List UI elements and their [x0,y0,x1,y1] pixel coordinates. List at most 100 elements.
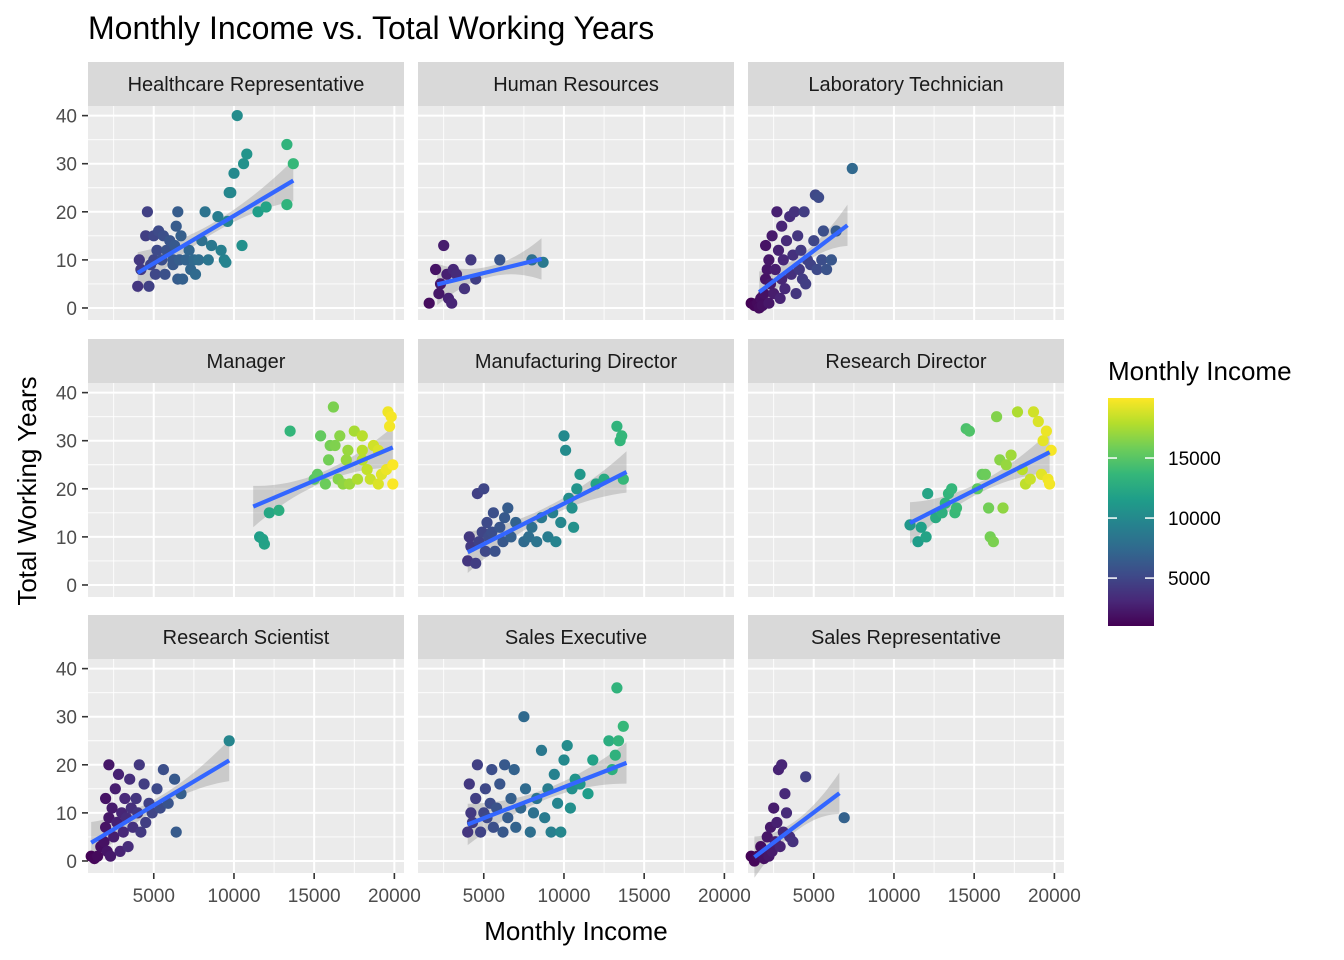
x-tick-label: 10000 [868,886,921,907]
data-point [920,531,932,543]
trend-line [757,223,849,294]
data-point [463,778,475,790]
data-point [816,254,828,266]
data-point [323,454,335,466]
data-point [502,502,514,514]
data-point [555,826,567,838]
data-point [817,225,830,237]
y-tick-label: 0 [66,852,77,873]
data-point [776,220,788,232]
data-point [205,239,218,252]
data-point [564,802,577,814]
data-point [787,836,799,848]
data-point [143,280,155,292]
data-point [798,206,810,218]
trend-line [436,256,543,287]
data-point [356,430,368,442]
data-point [510,821,522,833]
y-tick-label: 30 [56,432,77,453]
trend-line [466,470,628,555]
data-point [387,459,399,471]
y-tick-label: 40 [56,384,77,405]
data-point [494,521,506,533]
data-point [1027,406,1040,418]
data-point [103,759,115,771]
legend-title: Monthly Income [1108,356,1292,386]
data-point [124,773,136,785]
data-point [979,468,992,480]
data-point [582,788,594,800]
data-point [963,425,976,437]
facet-strip [88,339,404,383]
panel-background [418,659,734,873]
y-axis-title: Total Working Years [12,376,42,605]
data-point [808,235,820,247]
data-point [356,444,368,456]
y-tick-label: 30 [56,155,77,176]
data-point [104,850,117,862]
data-point [430,263,442,276]
data-point [560,444,572,456]
facet-manager: Manager 0 10 20 30 40 [56,339,404,597]
data-point [574,468,586,480]
data-point [771,816,783,829]
data-point [772,244,785,256]
data-point [821,263,833,276]
data-point [768,802,780,814]
data-point [133,254,145,266]
data-point [763,254,775,266]
data-point [609,749,621,761]
data-point [489,545,501,557]
data-point [193,254,205,266]
data-point [527,807,540,819]
data-point [611,682,623,694]
data-point [997,502,1009,514]
data-point [571,483,583,495]
y-tick-label: 20 [56,203,77,224]
x-tick-label: 15000 [948,886,1001,907]
data-point [257,533,269,545]
y-tick-label: 0 [66,299,77,320]
data-point [566,502,578,514]
facet-sales-representative: Sales Representative 5000 10000 15000 20000 [745,615,1081,907]
data-point [215,244,227,256]
data-point [769,263,781,276]
data-point [132,280,144,292]
facet-strip-label: Sales Executive [505,627,647,649]
data-point [505,792,517,805]
data-point [617,720,629,732]
data-point [141,206,153,218]
trend-line [466,760,628,827]
data-point [423,297,435,309]
legend-colorbar [1108,398,1154,626]
data-point [780,807,793,819]
data-point [776,759,788,771]
data-point [151,783,163,795]
data-point [433,288,445,300]
data-point [387,478,399,490]
data-point [117,826,129,838]
data-point [558,754,570,766]
data-point [912,536,924,548]
data-point [587,754,599,766]
data-point [228,167,240,179]
facet-sales-executive: Sales Executive 5000 10000 15000 20000 [418,615,751,907]
data-point [616,430,628,442]
facet-research-scientist: Research Scientist 0 10 20 30 40 5000 10000 1500… [56,615,421,907]
data-point [315,430,327,442]
facet-strip-label: Laboratory Technician [808,74,1003,96]
data-point [319,478,331,490]
data-point [1032,415,1044,428]
data-point [109,783,121,795]
data-point [329,439,341,452]
data-point [561,740,573,752]
data-point [202,254,214,266]
data-point [351,473,364,485]
data-point [361,464,373,476]
data-point [471,759,483,771]
y-tick-label: 10 [56,251,77,272]
trend-line [90,758,231,845]
data-point [838,812,850,824]
facet-strip [748,339,1064,383]
data-point [175,230,187,242]
